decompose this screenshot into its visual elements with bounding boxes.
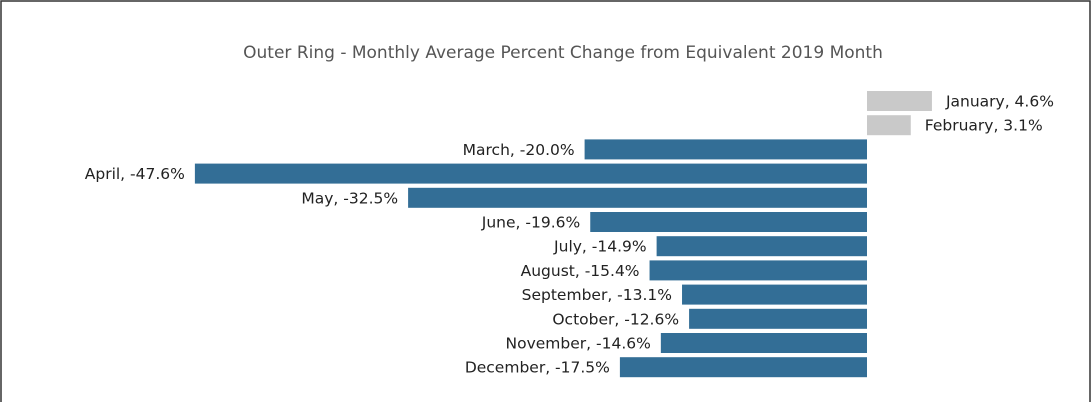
data-label: August, -15.4% <box>521 262 640 280</box>
chart-title: Outer Ring - Monthly Average Percent Cha… <box>243 43 883 63</box>
bar <box>619 357 867 378</box>
bar <box>867 115 911 136</box>
bar <box>649 260 867 281</box>
data-label: February, 3.1% <box>925 117 1043 135</box>
bar <box>689 308 867 329</box>
data-label: September, -13.1% <box>522 286 672 304</box>
bar <box>660 333 867 353</box>
data-label: June, -19.6% <box>481 214 580 232</box>
bar <box>584 139 867 160</box>
bar <box>590 212 867 232</box>
bar <box>408 187 867 208</box>
data-label: May, -32.5% <box>301 189 398 207</box>
data-label: December, -17.5% <box>465 359 610 377</box>
bar <box>194 163 867 184</box>
data-label: October, -12.6% <box>552 310 679 328</box>
bar <box>682 284 867 305</box>
data-label: January, 4.6% <box>945 93 1054 111</box>
data-label: April, -47.6% <box>85 165 185 183</box>
bar <box>656 236 867 257</box>
data-label: March, -20.0% <box>463 141 575 159</box>
bar <box>867 91 932 111</box>
data-label: July, -14.9% <box>553 238 647 256</box>
data-label: November, -14.6% <box>506 335 651 353</box>
